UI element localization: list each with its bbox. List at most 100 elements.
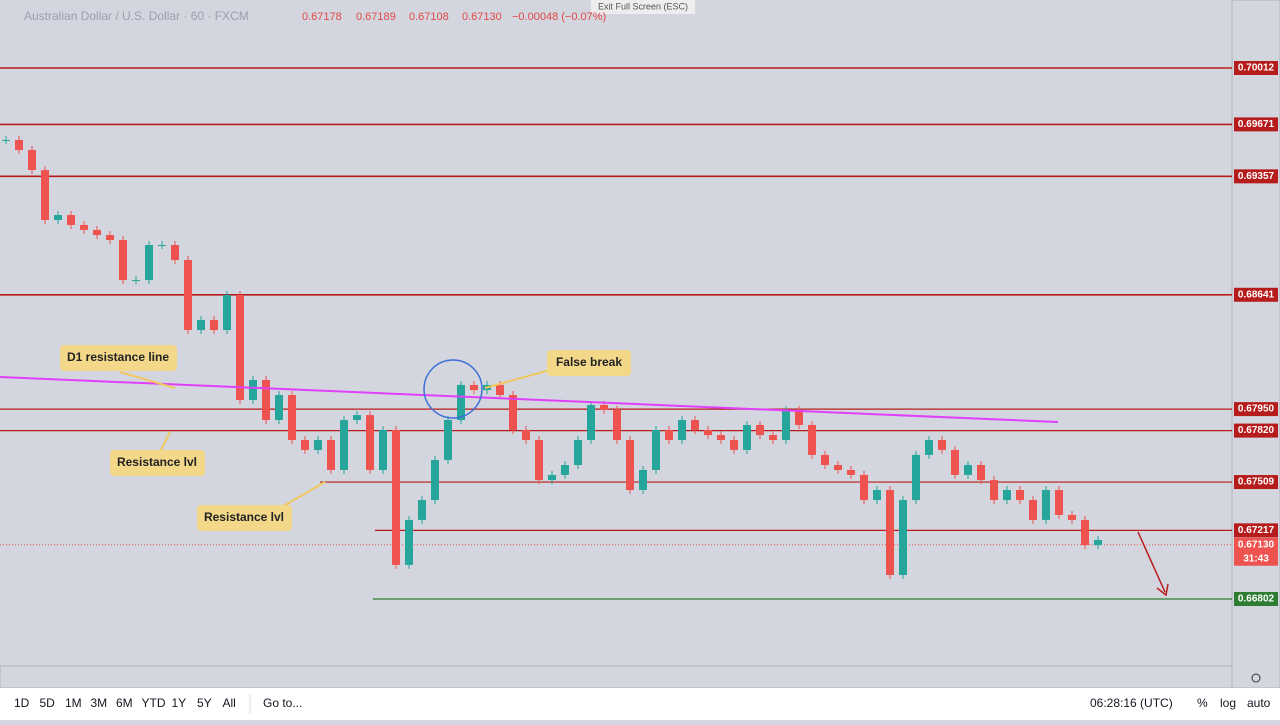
candle [1068, 514, 1076, 520]
candle [444, 420, 452, 461]
candle [431, 460, 439, 501]
candle [80, 224, 88, 230]
callout-text: D1 resistance line [67, 350, 169, 364]
candle [964, 465, 972, 475]
candle [379, 429, 387, 470]
level-label: 0.67509 [1238, 477, 1275, 488]
callout-text: Resistance lvl [117, 455, 197, 469]
candle [418, 500, 426, 520]
candle [639, 469, 647, 490]
candle [886, 489, 894, 576]
candle [106, 235, 114, 241]
candle [847, 469, 855, 475]
candle [665, 429, 673, 441]
level-label: 0.70012 [1238, 63, 1275, 74]
candle [1094, 539, 1102, 546]
range-button[interactable]: 1Y [172, 696, 187, 710]
ohlc-close: 0.67130 [462, 11, 502, 23]
ohlc-low: 0.67108 [409, 11, 449, 23]
goto-button[interactable]: Go to... [263, 696, 302, 710]
exit-button[interactable] [591, 0, 695, 14]
range-button[interactable]: All [223, 696, 236, 710]
level-tag [1234, 60, 1278, 75]
level-tag [1234, 402, 1278, 417]
candle [2, 139, 10, 141]
candle [340, 420, 348, 470]
candle [1016, 489, 1024, 501]
callout [197, 505, 292, 531]
highlight-circle [423, 359, 483, 419]
level-label: 0.69671 [1238, 119, 1275, 130]
percent-toggle[interactable]: % [1197, 696, 1208, 710]
symbol[interactable]: Australian Dollar / U.S. Dollar · 60 · F… [24, 9, 249, 23]
candle [561, 465, 569, 475]
candle [613, 409, 621, 441]
callout [110, 450, 205, 476]
level-label: 0.67820 [1238, 425, 1275, 436]
level-tag [1234, 592, 1278, 607]
candle [652, 429, 660, 470]
candle [951, 449, 959, 475]
candle [678, 420, 686, 441]
candle [314, 440, 322, 450]
level-tag [1234, 117, 1278, 132]
candle [756, 424, 764, 436]
candle [41, 170, 49, 221]
callout-text: Resistance lvl [204, 510, 284, 524]
candle [28, 150, 36, 171]
candle [1042, 489, 1050, 520]
callout-connector [159, 431, 171, 453]
range-button[interactable]: 1D [14, 696, 30, 710]
candle [730, 440, 738, 450]
candle [392, 429, 400, 565]
candle [288, 395, 296, 441]
candle [860, 474, 868, 501]
candle [353, 415, 361, 421]
range-button[interactable]: 1M [65, 696, 82, 710]
current-tag [1234, 537, 1278, 566]
candle [717, 435, 725, 441]
countdown: 31:43 [1243, 553, 1269, 564]
settings-icon[interactable] [1251, 673, 1261, 683]
level-label: 0.67950 [1238, 404, 1275, 415]
range-button[interactable]: 5Y [197, 696, 212, 710]
callout-connector [484, 369, 551, 389]
candle [938, 440, 946, 450]
candle [1003, 489, 1011, 501]
candle [262, 379, 270, 421]
log-toggle[interactable]: log [1220, 696, 1236, 710]
candle [769, 435, 777, 441]
level-tag [1234, 523, 1278, 538]
candle [158, 244, 166, 246]
auto-toggle[interactable]: auto [1247, 696, 1271, 710]
bottom-toolbar [0, 688, 1280, 720]
callout-text: False break [556, 355, 622, 369]
current-label: 0.67130 [1238, 539, 1275, 550]
level-tag [1234, 475, 1278, 490]
candle [327, 440, 335, 470]
candle [1081, 519, 1089, 546]
range-button[interactable]: 5D [40, 696, 56, 710]
candle [210, 319, 218, 331]
clock: 06:28:16 (UTC) [1090, 696, 1173, 710]
range-button[interactable]: 6M [116, 696, 133, 710]
range-button[interactable]: YTD [142, 696, 166, 710]
level-tag [1234, 423, 1278, 438]
candle [496, 384, 504, 396]
ohlc-high: 0.67189 [356, 11, 396, 23]
candle [587, 404, 595, 441]
exit-label[interactable]: Exit Full Screen (ESC) [598, 1, 688, 11]
candle [821, 454, 829, 466]
callout-connector [119, 371, 176, 389]
range-button[interactable]: 3M [91, 696, 108, 710]
candle [873, 489, 881, 501]
candle [405, 519, 413, 565]
candle [782, 409, 790, 441]
callout [547, 350, 631, 376]
price-axis [1231, 0, 1280, 689]
level-label: 0.68641 [1238, 289, 1275, 300]
level-label: 0.66802 [1238, 594, 1275, 605]
candle [197, 319, 205, 331]
